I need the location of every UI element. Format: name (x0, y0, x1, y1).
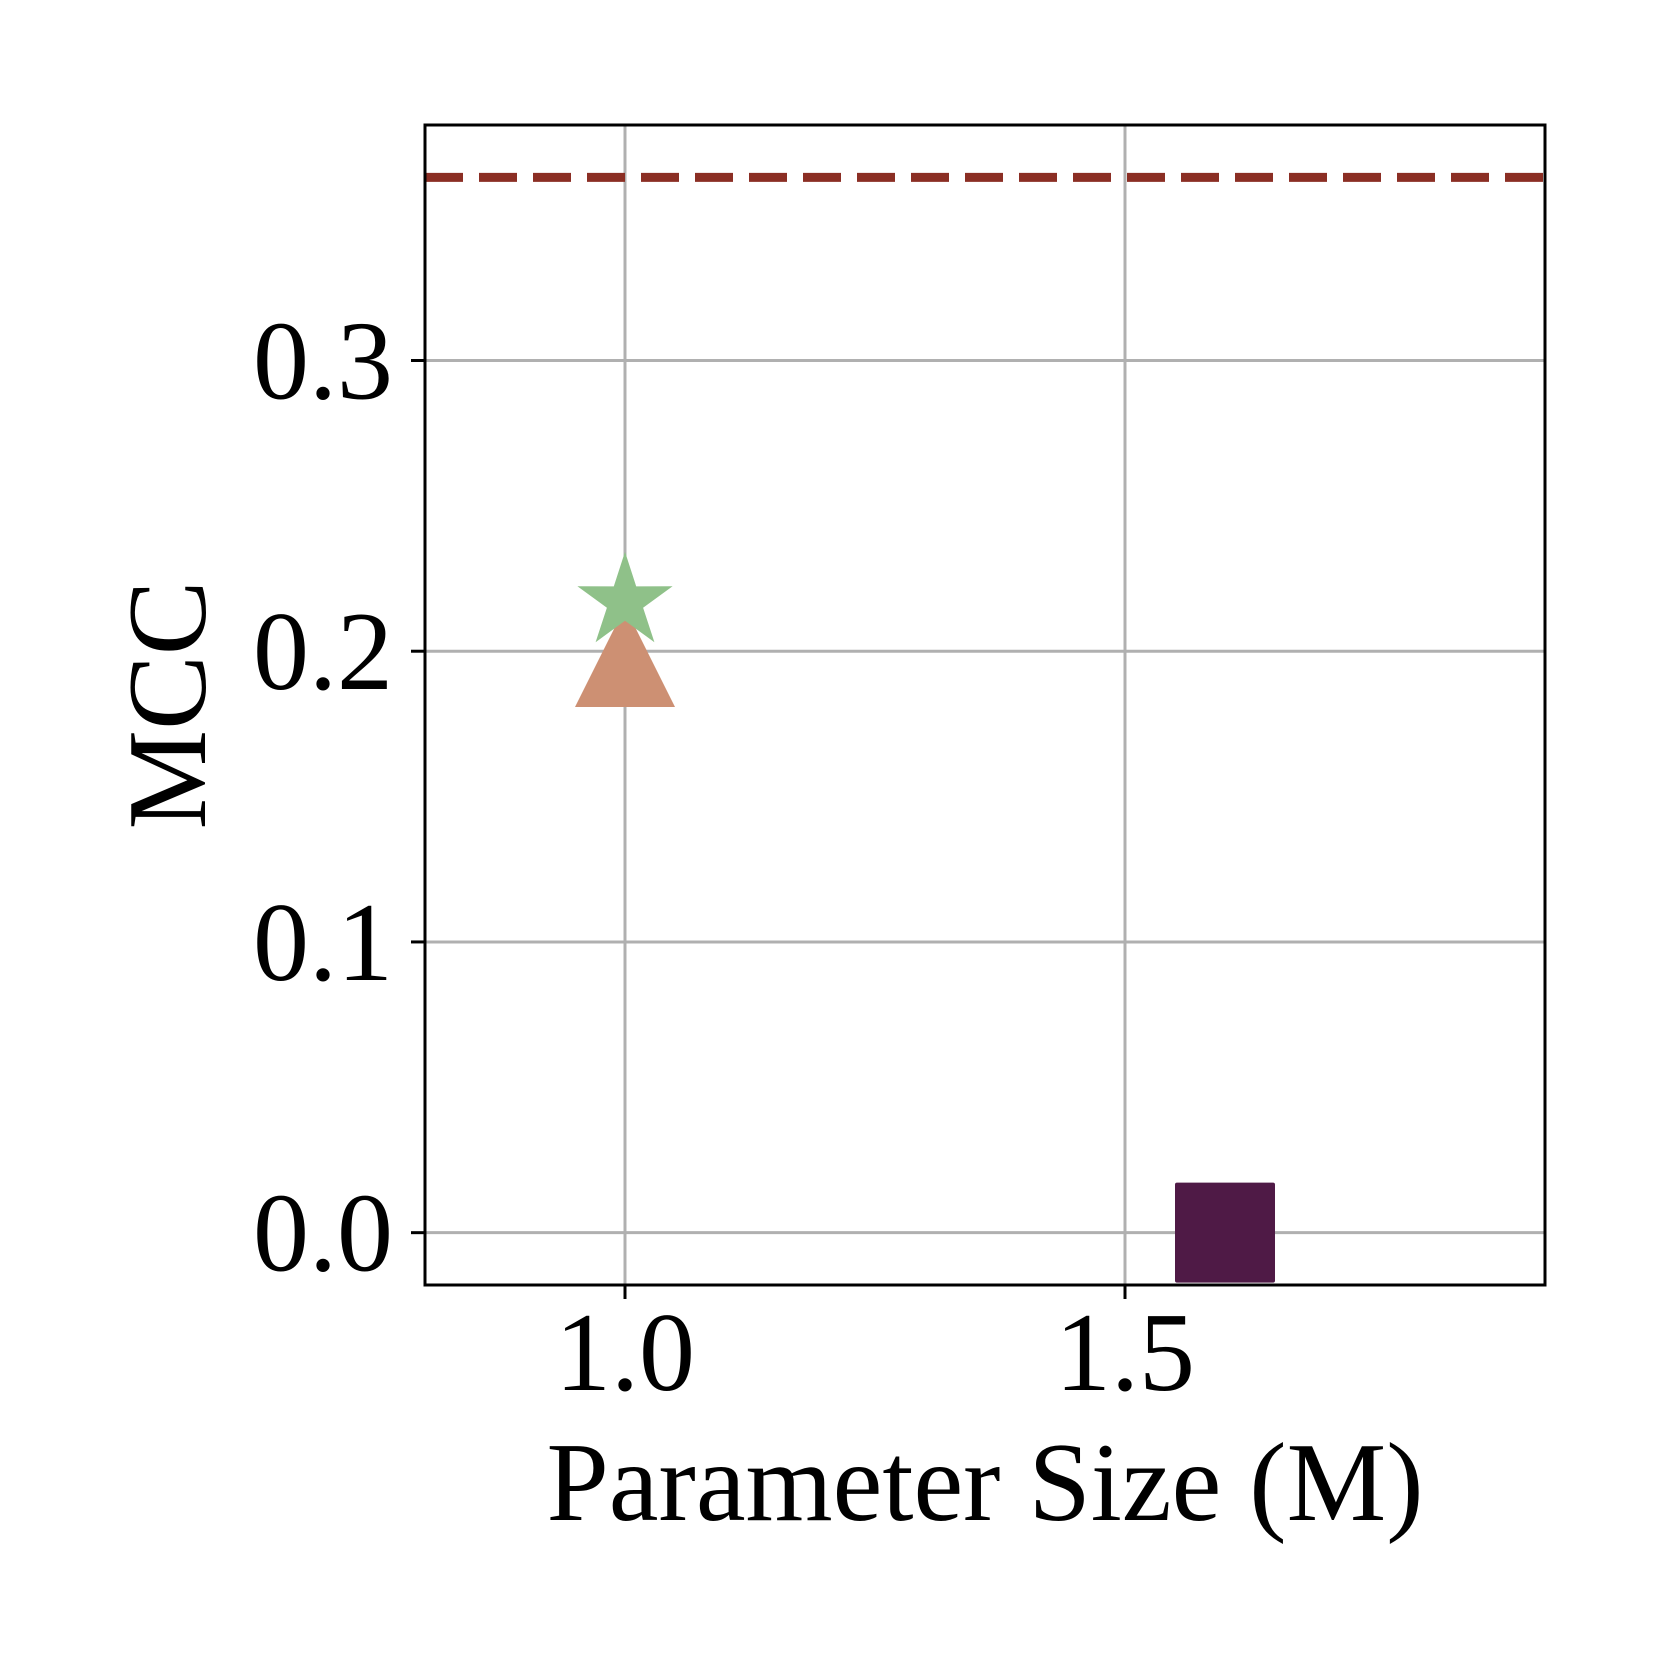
data-points (575, 551, 1275, 1283)
star-marker (577, 551, 673, 643)
x-tick-label: 1.5 (1055, 1291, 1195, 1415)
triangle-marker (575, 607, 675, 708)
y-tick-label: 0.3 (253, 299, 393, 423)
x-axis-label: Parameter Size (M) (547, 1421, 1424, 1545)
axis-ticks: 1.0 1.5 0.0 0.1 0.2 0.3 (253, 299, 1195, 1415)
x-tick-label: 1.0 (555, 1291, 695, 1415)
y-tick-label: 0.0 (253, 1172, 393, 1296)
y-tick-label: 0.1 (253, 881, 393, 1005)
square-marker (1175, 1182, 1275, 1283)
y-axis-label: MCC (106, 581, 230, 830)
plot-frame (423, 123, 1547, 1287)
y-tick-label: 0.2 (253, 590, 393, 714)
